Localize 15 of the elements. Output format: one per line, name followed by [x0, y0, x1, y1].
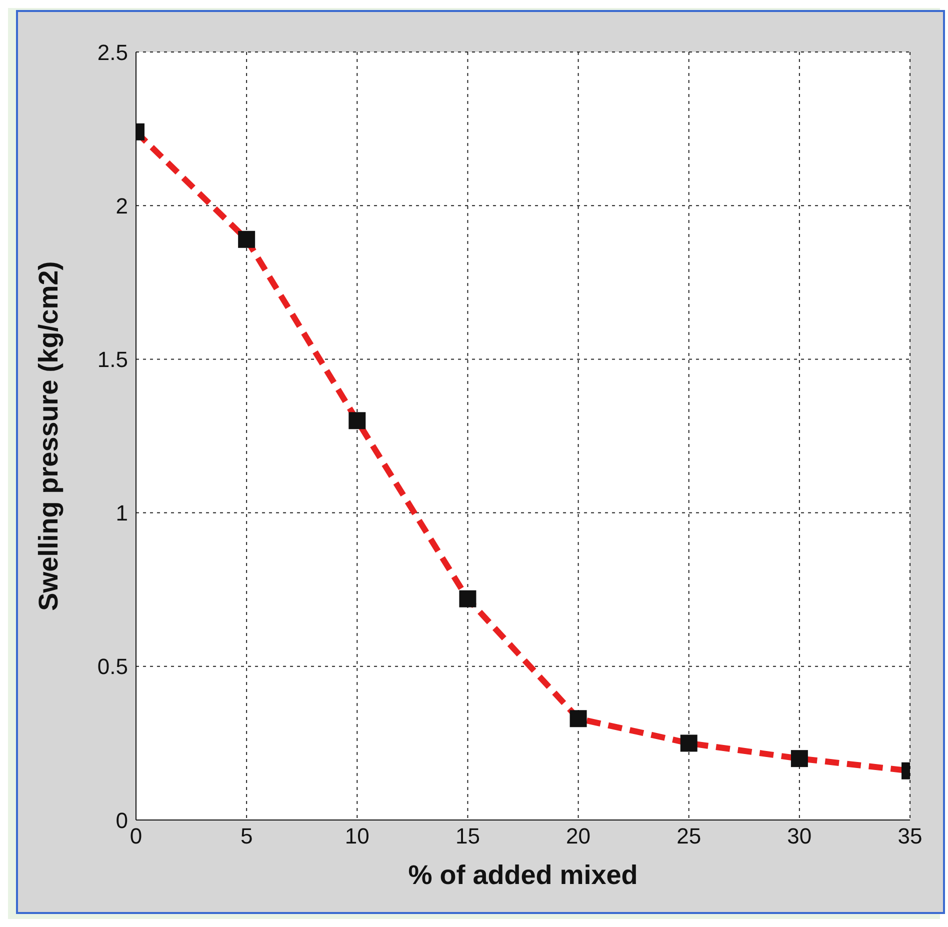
y-tick-label: 2	[116, 193, 128, 218]
x-tick-label: 30	[787, 824, 812, 849]
x-tick-label: 25	[676, 824, 702, 849]
x-tick-label: 15	[455, 824, 480, 849]
y-tick-label: 1	[116, 500, 128, 526]
x-tick-label: 35	[898, 824, 922, 849]
y-tick-label: 2.5	[97, 40, 128, 65]
y-tick-label: 1.5	[97, 347, 128, 372]
y-axis-title: Swelling pressure (kg/cm2)	[34, 261, 64, 611]
x-tick-label: 20	[566, 824, 591, 849]
y-tick-label: 0.5	[97, 654, 128, 680]
x-tick-label: 10	[344, 824, 370, 849]
x-axis-title: % of added mixed	[408, 860, 638, 890]
y-tick-label: 0	[116, 808, 128, 833]
x-tick-label: 5	[240, 824, 253, 849]
